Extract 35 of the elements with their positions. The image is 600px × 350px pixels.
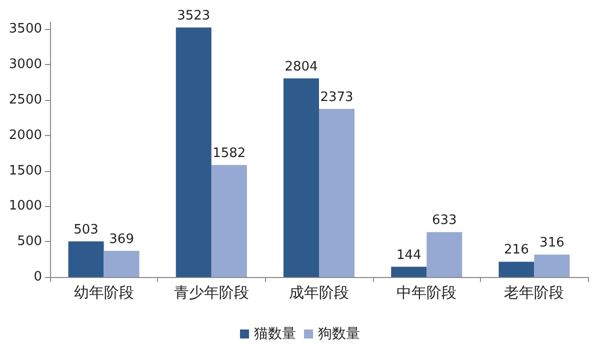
bar xyxy=(68,241,104,277)
bar xyxy=(498,262,534,277)
bar xyxy=(391,266,427,277)
bar xyxy=(211,164,247,277)
data-label: 1582 xyxy=(212,146,246,161)
bar xyxy=(426,232,462,277)
y-tick-label: 2500 xyxy=(8,92,42,108)
y-tick-label: 3000 xyxy=(8,57,42,72)
x-tick-label: 老年阶段 xyxy=(504,284,564,302)
data-label: 633 xyxy=(432,213,457,228)
data-label: 216 xyxy=(504,242,529,258)
y-tick-label: 1000 xyxy=(8,198,42,214)
legend-label: 猫数量 xyxy=(254,326,296,342)
data-label: 2373 xyxy=(320,90,354,105)
x-tick-label: 幼年阶段 xyxy=(74,284,134,302)
y-tick-label: 0 xyxy=(34,270,42,284)
bar xyxy=(283,78,319,277)
bar xyxy=(104,250,140,277)
y-tick-label: 1500 xyxy=(8,163,42,178)
bar xyxy=(176,27,212,277)
x-tick-label: 中年阶段 xyxy=(396,284,457,302)
x-tick-label: 青少年阶段 xyxy=(174,284,249,302)
data-label: 2804 xyxy=(284,59,318,74)
x-tick-label: 成年阶段 xyxy=(289,284,349,302)
bar xyxy=(319,108,355,277)
data-label: 3523 xyxy=(177,8,210,24)
y-tick-label: 500 xyxy=(17,234,42,250)
y-tick-label: 2000 xyxy=(8,128,42,143)
data-label: 144 xyxy=(396,248,422,263)
y-tick-label: 3500 xyxy=(8,22,42,37)
data-label: 369 xyxy=(109,232,134,247)
bar xyxy=(534,254,570,277)
data-label: 316 xyxy=(540,236,564,251)
data-label: 503 xyxy=(74,222,98,238)
legend-label: 狗数量 xyxy=(318,326,360,342)
